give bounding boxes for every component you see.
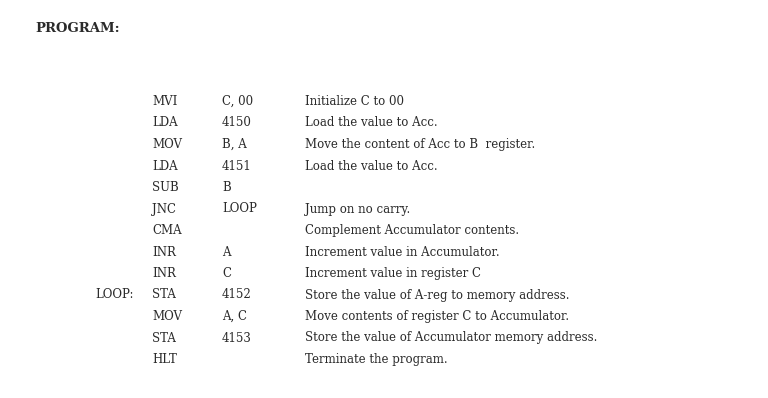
Text: LDA: LDA	[152, 160, 177, 172]
Text: JNC: JNC	[152, 203, 176, 215]
Text: INR: INR	[152, 246, 176, 258]
Text: Increment value in register C: Increment value in register C	[305, 267, 481, 280]
Text: Move contents of register C to Accumulator.: Move contents of register C to Accumulat…	[305, 310, 569, 323]
Text: LOOP:: LOOP:	[95, 289, 134, 302]
Text: Load the value to Acc.: Load the value to Acc.	[305, 160, 438, 172]
Text: LOOP: LOOP	[222, 203, 257, 215]
Text: SUB: SUB	[152, 181, 179, 194]
Text: STA: STA	[152, 332, 176, 345]
Text: Load the value to Acc.: Load the value to Acc.	[305, 117, 438, 129]
Text: Move the content of Acc to B  register.: Move the content of Acc to B register.	[305, 138, 535, 151]
Text: 4150: 4150	[222, 117, 252, 129]
Text: MOV: MOV	[152, 310, 182, 323]
Text: C: C	[222, 267, 231, 280]
Text: Complement Accumulator contents.: Complement Accumulator contents.	[305, 224, 519, 237]
Text: Initialize C to 00: Initialize C to 00	[305, 95, 404, 108]
Text: A: A	[222, 246, 230, 258]
Text: MVI: MVI	[152, 95, 177, 108]
Text: 4152: 4152	[222, 289, 252, 302]
Text: INR: INR	[152, 267, 176, 280]
Text: Store the value of A-reg to memory address.: Store the value of A-reg to memory addre…	[305, 289, 570, 302]
Text: C, 00: C, 00	[222, 95, 253, 108]
Text: Jump on no carry.: Jump on no carry.	[305, 203, 410, 215]
Text: MOV: MOV	[152, 138, 182, 151]
Text: B: B	[222, 181, 230, 194]
Text: Terminate the program.: Terminate the program.	[305, 353, 448, 366]
Text: A, C: A, C	[222, 310, 247, 323]
Text: Store the value of Accumulator memory address.: Store the value of Accumulator memory ad…	[305, 332, 598, 345]
Text: 4153: 4153	[222, 332, 252, 345]
Text: CMA: CMA	[152, 224, 181, 237]
Text: LDA: LDA	[152, 117, 177, 129]
Text: 4151: 4151	[222, 160, 252, 172]
Text: B, A: B, A	[222, 138, 247, 151]
Text: STA: STA	[152, 289, 176, 302]
Text: HLT: HLT	[152, 353, 177, 366]
Text: Increment value in Accumulator.: Increment value in Accumulator.	[305, 246, 500, 258]
Text: PROGRAM:: PROGRAM:	[35, 22, 120, 35]
